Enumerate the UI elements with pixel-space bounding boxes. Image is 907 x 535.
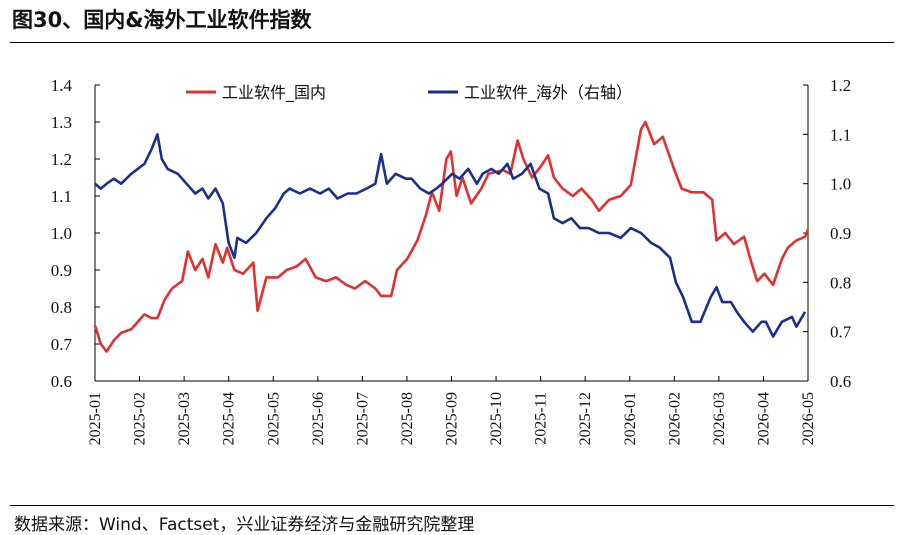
y-right-tick-label: 1.2: [830, 76, 851, 95]
y-left-tick-label: 1.4: [51, 76, 73, 95]
x-tick-label: 2026-02: [666, 392, 683, 445]
y-left-tick-label: 0.6: [51, 372, 72, 391]
y-left-tick-label: 1.2: [51, 150, 72, 169]
chart-title: 图30、国内&海外工业软件指数: [12, 8, 312, 32]
y-right-tick-label: 0.7: [830, 323, 852, 342]
x-tick-label: 2026-04: [755, 392, 772, 445]
y-left-tick-label: 1.0: [51, 224, 72, 243]
chart-axes: 0.6 0.7 0.8 0.9 1.0 1.1 1.2 1.3 1.4 0.6 0.7 0.8 0.9 1…: [51, 76, 852, 445]
y-left-tick-label: 1.1: [51, 187, 72, 206]
y-left-tick-label: 0.9: [51, 261, 72, 280]
x-tick-label: 2025-06: [310, 392, 327, 445]
y-right-tick-label: 1.0: [830, 175, 851, 194]
source-note: 数据来源：Wind、Factset，兴业证券经济与金融研究院整理: [14, 515, 475, 535]
y-right-tick-label: 0.8: [830, 273, 851, 292]
title-divider: [10, 42, 894, 43]
x-tick-label: 2025-10: [488, 392, 505, 445]
x-tick-label: 2025-03: [176, 392, 193, 445]
series-line-domestic: [93, 120, 810, 353]
x-tick-label: 2025-04: [221, 392, 238, 445]
legend-label-domestic: 工业软件_国内: [222, 83, 326, 103]
x-tick-label: 2026-03: [711, 392, 728, 445]
legend-label-overseas: 工业软件_海外（右轴）: [464, 83, 632, 103]
y-right-tick-label: 0.9: [830, 224, 851, 243]
y-left-tick-label: 0.7: [51, 335, 73, 354]
x-tick-label: 2026-01: [622, 392, 639, 445]
y-left-tick-label: 0.8: [51, 298, 72, 317]
y-right-tick-label: 0.6: [830, 372, 851, 391]
chart-series: [93, 120, 810, 353]
x-tick-label: 2025-07: [354, 392, 371, 445]
x-tick-label: 2025-05: [265, 392, 282, 445]
series-line-overseas: [94, 133, 807, 338]
x-tick-label: 2025-02: [132, 392, 149, 445]
y-left-tick-label: 1.3: [51, 113, 72, 132]
y-right-tick-label: 1.1: [830, 125, 851, 144]
x-tick-label: 2026-05: [800, 392, 817, 445]
source-divider: [10, 505, 894, 506]
x-tick-label: 2025-01: [87, 392, 104, 445]
chart-legend: 工业软件_国内 工业软件_海外（右轴）: [186, 83, 632, 103]
x-tick-label: 2025-12: [577, 392, 594, 445]
x-tick-label: 2025-11: [533, 392, 550, 445]
x-tick-label: 2025-09: [444, 392, 461, 445]
x-tick-label: 2025-08: [399, 392, 416, 445]
